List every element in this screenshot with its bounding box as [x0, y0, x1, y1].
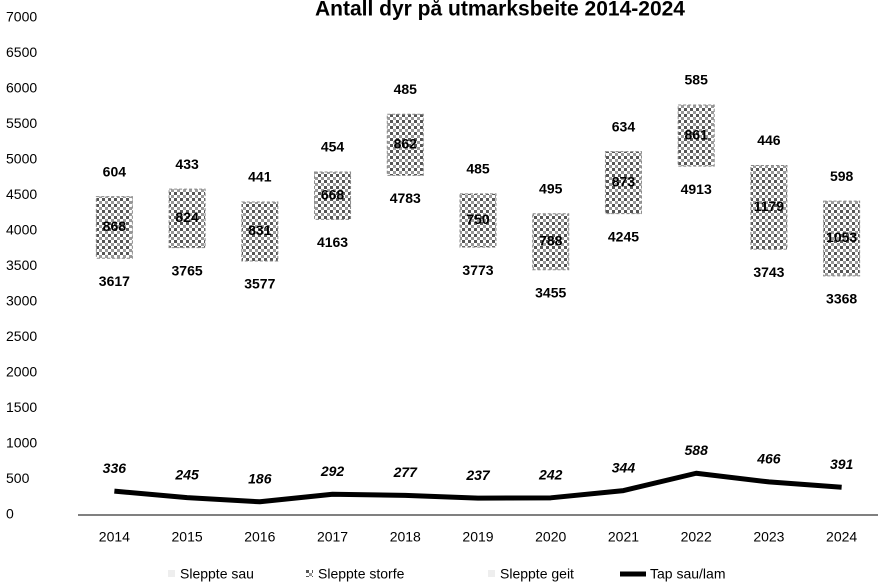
x-tick-label: 2022 — [681, 529, 712, 545]
bar-segment — [314, 171, 352, 220]
bar-segment — [95, 196, 133, 259]
data-label: 466 — [756, 451, 781, 467]
legend-label: Sleppte geit — [500, 566, 574, 582]
data-label: 604 — [103, 163, 127, 179]
data-label: 861 — [685, 126, 709, 142]
data-label: 588 — [685, 442, 709, 458]
x-tick-label: 2021 — [608, 529, 639, 545]
x-tick-label: 2016 — [244, 529, 275, 545]
data-label: 3765 — [172, 262, 203, 278]
bar-segment — [824, 276, 860, 515]
x-tick-label: 2023 — [753, 529, 784, 545]
y-tick-label: 4500 — [6, 186, 37, 202]
y-tick-label: 3000 — [6, 293, 37, 309]
data-label: 495 — [539, 180, 563, 196]
data-label: 3743 — [753, 264, 784, 280]
data-label: 485 — [466, 161, 490, 177]
data-label: 750 — [466, 211, 490, 227]
y-tick-label: 5500 — [6, 115, 37, 131]
x-tick-label: 2017 — [317, 529, 348, 545]
bar-segment — [386, 113, 424, 176]
data-label: 873 — [612, 173, 636, 189]
y-tick-label: 5000 — [6, 151, 37, 167]
data-label: 242 — [538, 467, 563, 483]
data-label: 3577 — [244, 276, 275, 292]
bar-segment — [751, 249, 787, 515]
data-label: 831 — [248, 222, 272, 238]
data-label: 485 — [394, 81, 418, 97]
bar-segment — [678, 166, 714, 515]
legend-key — [306, 570, 313, 577]
data-label: 824 — [175, 209, 199, 225]
x-tick-label: 2015 — [172, 529, 203, 545]
y-tick-label: 1000 — [6, 435, 37, 451]
data-label: 3368 — [826, 291, 857, 307]
x-tick-label: 2024 — [826, 529, 857, 545]
bar-segment — [604, 151, 642, 215]
data-label: 454 — [321, 139, 345, 155]
chart-title: Antall dyr på utmarksbeite 2014-2024 — [315, 0, 685, 21]
data-label: 585 — [685, 72, 709, 88]
legend-label: Sleppte sau — [180, 566, 254, 582]
data-label: 868 — [103, 218, 127, 234]
bar-segment — [750, 165, 788, 250]
x-tick-label: 2018 — [390, 529, 421, 545]
data-label: 245 — [174, 466, 199, 482]
data-label: 292 — [320, 463, 345, 479]
bar-segment — [532, 213, 570, 271]
y-tick-label: 3500 — [6, 257, 37, 273]
y-tick-label: 2500 — [6, 328, 37, 344]
line — [114, 470, 842, 505]
bar-segment — [823, 200, 861, 277]
y-tick-label: 7000 — [6, 9, 37, 25]
data-label: 344 — [612, 459, 636, 475]
data-label: 1053 — [826, 229, 857, 245]
bar-segment — [459, 193, 497, 248]
bar-segment — [168, 188, 206, 249]
data-label: 391 — [830, 456, 854, 472]
data-label: 3773 — [462, 262, 493, 278]
data-label: 634 — [612, 118, 636, 134]
data-label: 3455 — [535, 284, 566, 300]
legend-key — [168, 570, 175, 577]
bar-segment — [96, 258, 132, 515]
data-label: 4163 — [317, 234, 348, 250]
y-tick-label: 500 — [6, 470, 30, 486]
data-label: 788 — [539, 232, 563, 248]
bar-segment — [677, 104, 715, 167]
data-label: 186 — [248, 470, 272, 486]
data-label: 277 — [393, 464, 419, 480]
y-tick-label: 6500 — [6, 44, 37, 60]
legend-label: Tap sau/lam — [650, 566, 725, 582]
data-label: 4783 — [390, 190, 421, 206]
data-label: 862 — [394, 136, 418, 152]
x-tick-label: 2014 — [99, 529, 130, 545]
data-label: 336 — [103, 460, 127, 476]
y-tick-label: 1500 — [6, 399, 37, 415]
data-label: 3617 — [99, 273, 130, 289]
bar-segment — [241, 201, 279, 262]
data-label: 668 — [321, 186, 345, 202]
data-label: 446 — [757, 132, 781, 148]
data-label: 4245 — [608, 228, 639, 244]
data-label: 4913 — [681, 181, 712, 197]
data-label: 598 — [830, 168, 854, 184]
y-tick-label: 6000 — [6, 80, 37, 96]
y-tick-label: 4000 — [6, 222, 37, 238]
data-label: 237 — [465, 467, 491, 483]
legend-label: Sleppte storfe — [318, 566, 405, 582]
data-label: 1179 — [754, 198, 785, 214]
data-label: 433 — [175, 156, 199, 172]
x-tick-label: 2020 — [535, 529, 566, 545]
y-tick-label: 0 — [6, 506, 14, 522]
y-tick-label: 2000 — [6, 364, 37, 380]
x-tick-label: 2019 — [462, 529, 493, 545]
legend-key — [488, 570, 495, 577]
data-label: 441 — [248, 169, 272, 185]
